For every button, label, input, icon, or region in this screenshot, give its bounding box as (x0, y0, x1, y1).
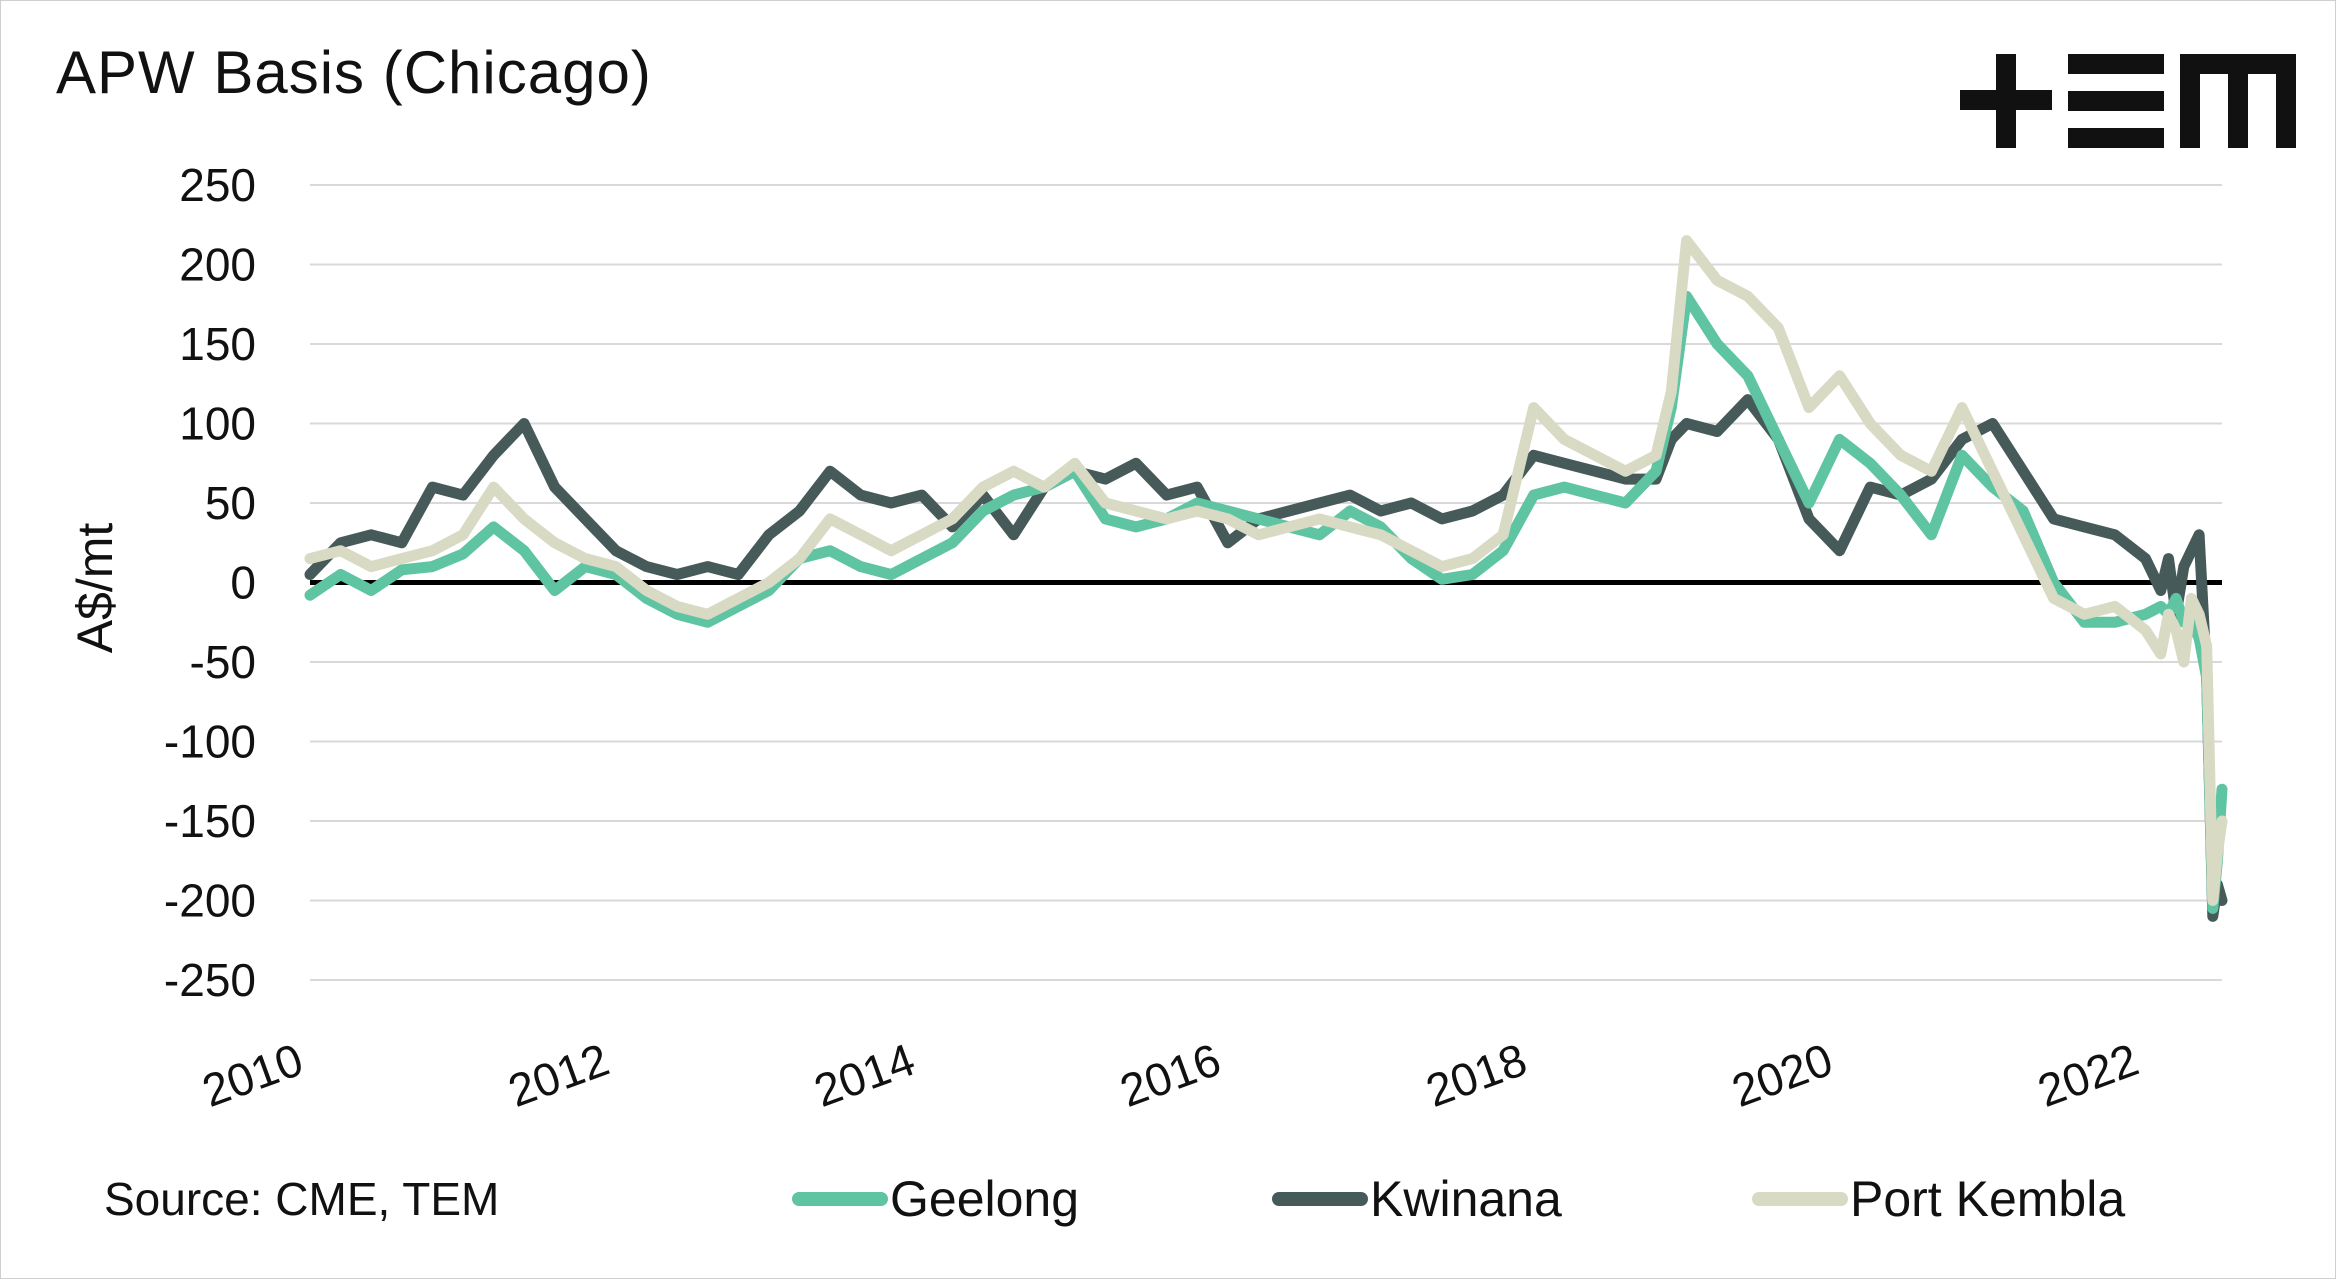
x-tick-label: 2014 (807, 1033, 921, 1117)
legend-item-port-kembla: Port Kembla (1752, 1170, 2125, 1228)
y-tick-label: 50 (205, 477, 256, 529)
legend-item-geelong: Geelong (792, 1170, 1079, 1228)
x-tick-label: 2016 (1113, 1033, 1227, 1117)
y-tick-label: -100 (164, 716, 256, 768)
y-tick-label: 100 (179, 398, 256, 450)
tem-logo (1960, 54, 2296, 148)
y-tick-labels: 250 200 150 100 50 0 -50 -100 -150 -200 -250 (164, 159, 256, 1006)
legend-swatch-port-kembla (1752, 1192, 1848, 1206)
series-line-port-kembla (304, 235, 2228, 906)
x-tick-label: 2022 (2031, 1033, 2145, 1117)
legend-label: Geelong (890, 1171, 1080, 1227)
gridlines (310, 184, 2222, 981)
y-tick-label: 150 (179, 318, 256, 370)
y-tick-label: 250 (179, 159, 256, 211)
y-tick-label: -250 (164, 954, 256, 1006)
x-tick-label: 2018 (1419, 1033, 1533, 1117)
y-tick-label: 200 (179, 239, 256, 291)
series-line-geelong (304, 290, 2228, 914)
x-tick-labels: 2010 2012 2014 2016 2018 2020 2022 (196, 1033, 2145, 1117)
legend-label: Kwinana (1370, 1171, 1562, 1227)
y-tick-label: 0 (230, 557, 256, 609)
legend-swatch-kwinana (1272, 1192, 1368, 1206)
x-tick-label: 2012 (501, 1033, 615, 1117)
y-axis-label: A$/mt (67, 523, 123, 654)
legend-label: Port Kembla (1850, 1171, 2126, 1227)
legend-item-kwinana: Kwinana (1272, 1170, 1562, 1228)
y-tick-label: -150 (164, 795, 256, 847)
y-tick-label: -50 (190, 636, 256, 688)
y-tick-label: -200 (164, 875, 256, 927)
chart-title: APW Basis (Chicago) (56, 39, 652, 106)
x-tick-label: 2010 (196, 1033, 310, 1117)
legend-swatch-geelong (792, 1192, 888, 1206)
series-lines (304, 235, 2228, 922)
source-note: Source: CME, TEM (104, 1173, 500, 1225)
series-line-kwinana (304, 394, 2228, 922)
x-tick-label: 2020 (1725, 1033, 1839, 1117)
